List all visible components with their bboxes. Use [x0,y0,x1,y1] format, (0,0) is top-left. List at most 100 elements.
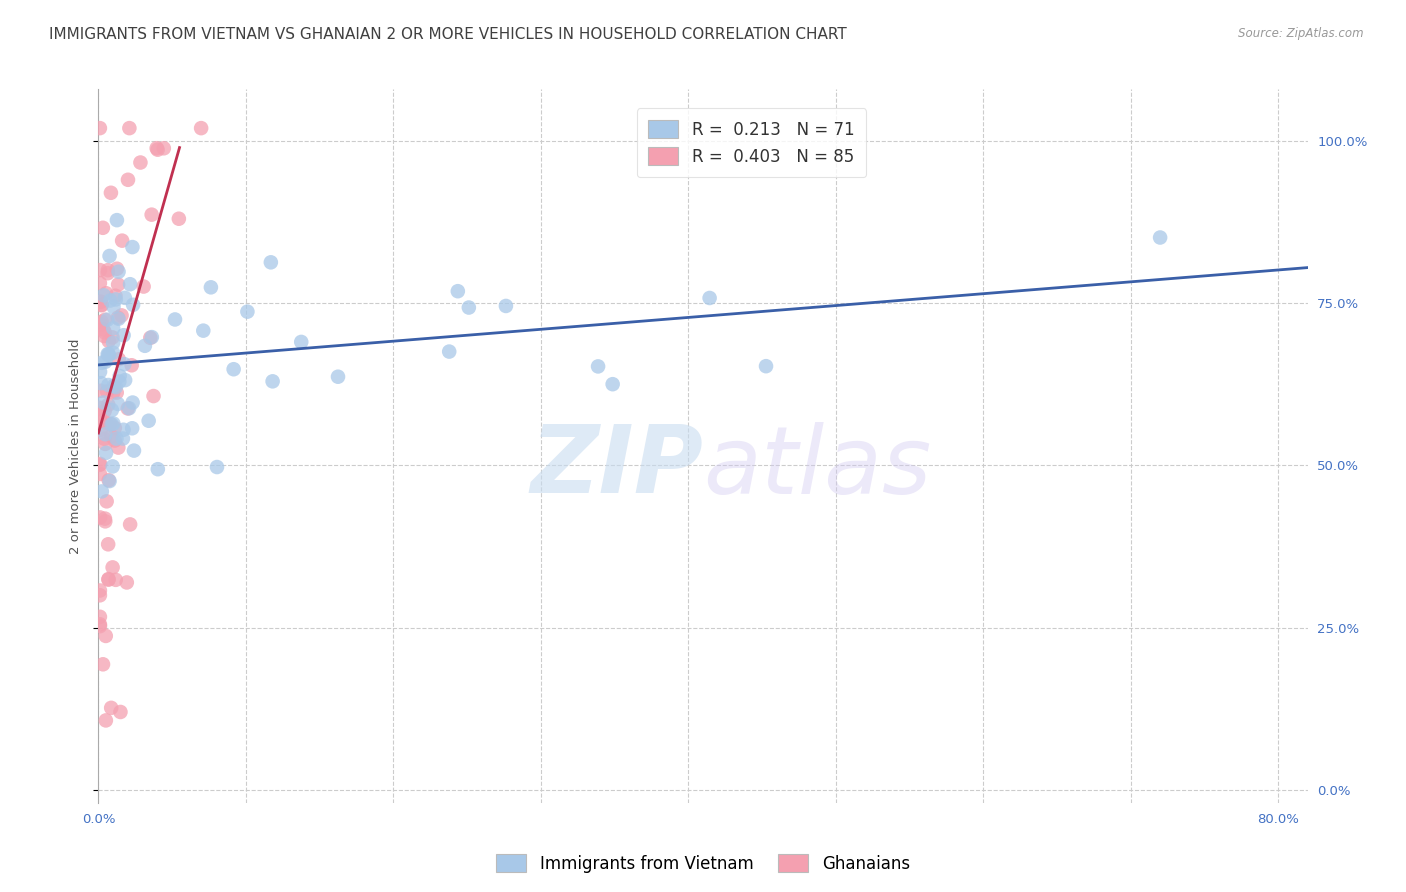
Point [89,588,111,602]
Point [290,334,312,349]
Point [93,395,115,409]
Point [118,121,141,136]
Point [120,517,142,532]
Point [114,291,136,305]
Point [90,294,112,309]
Point [260,255,283,269]
Point [602,377,624,392]
Point [89,619,111,633]
Point [121,395,143,409]
Point [94,514,117,528]
Point [104,380,127,394]
Point [97,348,120,362]
Point [104,289,127,303]
Point [121,240,143,254]
Point [107,441,129,455]
Point [1149,230,1171,244]
Point [141,208,163,222]
Point [91,322,114,336]
Legend: R =  0.213   N = 71, R =  0.403   N = 85: R = 0.213 N = 71, R = 0.403 N = 85 [637,108,866,178]
Point [107,277,129,292]
Point [101,330,124,344]
Point [447,284,470,298]
Point [120,277,142,292]
Point [90,384,112,398]
Point [110,705,132,719]
Text: Source: ZipAtlas.com: Source: ZipAtlas.com [1239,27,1364,40]
Point [94,355,117,369]
Y-axis label: 2 or more Vehicles in Household: 2 or more Vehicles in Household [69,338,82,554]
Point [122,298,145,312]
Point [205,460,228,475]
Point [90,423,112,437]
Point [94,511,117,525]
Point [107,310,129,325]
Point [107,352,129,367]
Point [141,330,163,344]
Point [104,434,127,448]
Point [101,345,124,359]
Point [103,385,125,400]
Point [97,263,120,277]
Point [114,373,136,387]
Point [97,378,120,392]
Point [89,409,111,424]
Point [89,510,111,524]
Point [97,537,120,551]
Point [145,141,167,155]
Text: ZIP: ZIP [530,421,703,514]
Point [103,380,125,394]
Point [94,446,117,460]
Point [190,121,212,136]
Point [90,298,112,312]
Point [91,657,114,672]
Point [142,389,165,403]
Point [97,347,120,361]
Text: IMMIGRANTS FROM VIETNAM VS GHANAIAN 2 OR MORE VEHICLES IN HOUSEHOLD CORRELATION : IMMIGRANTS FROM VIETNAM VS GHANAIAN 2 OR… [49,27,846,42]
Point [139,331,162,345]
Point [90,298,112,312]
Text: atlas: atlas [703,422,931,513]
Point [121,358,143,372]
Point [111,234,134,248]
Point [117,173,139,187]
Point [90,315,112,329]
Point [89,401,111,415]
Point [101,459,124,474]
Point [107,265,129,279]
Point [138,414,160,428]
Point [326,369,349,384]
Point [100,701,122,715]
Point [236,304,259,318]
Point [100,429,122,443]
Point [100,417,122,432]
Point [89,457,111,471]
Point [94,437,117,451]
Point [105,261,128,276]
Point [110,309,132,323]
Point [129,155,152,169]
Point [193,324,215,338]
Point [96,312,118,326]
Point [495,299,517,313]
Point [104,293,127,307]
Point [118,401,141,416]
Point [97,347,120,361]
Point [104,573,127,587]
Point [96,286,118,301]
Point [117,401,139,416]
Point [200,280,222,294]
Point [115,575,138,590]
Point [101,335,124,350]
Point [103,300,125,314]
Point [96,494,118,508]
Point [89,617,111,632]
Point [94,416,117,430]
Point [103,417,125,431]
Point [90,376,112,391]
Point [105,213,128,227]
Point [94,714,117,728]
Point [94,312,117,326]
Point [94,629,117,643]
Point [132,279,155,293]
